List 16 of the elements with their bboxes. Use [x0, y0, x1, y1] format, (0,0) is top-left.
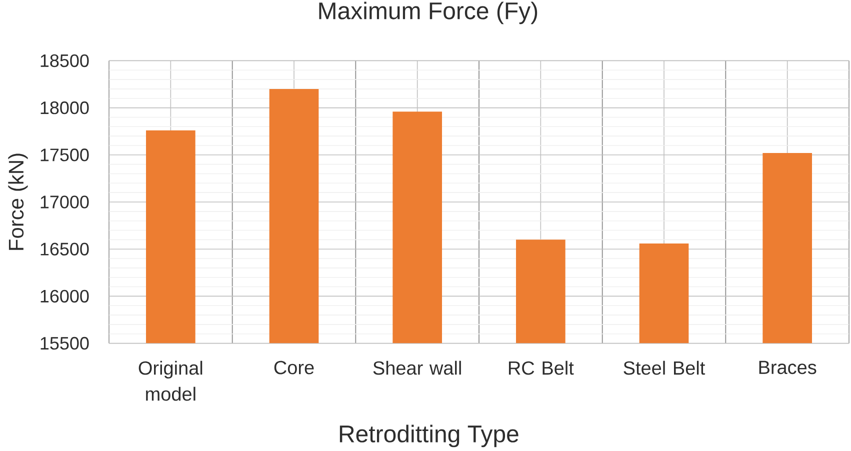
x-tick-label: RC Belt	[508, 360, 574, 375]
x-axis-title: Retroditting Type	[340, 424, 518, 448]
x-tick-label: Original model	[138, 360, 202, 401]
x-tick-label: Shear wall	[373, 360, 461, 375]
y-axis-title: Force (kN)	[8, 154, 28, 250]
y-tick-label: 15500	[40, 336, 89, 350]
y-tick-label: 17000	[40, 196, 89, 208]
y-tick-label: 17500	[40, 148, 89, 162]
y-tick-label: 16000	[40, 290, 89, 303]
x-tick-label: Steel Belt	[624, 360, 706, 375]
y-tick-label: 16500	[40, 242, 89, 256]
x-tick-label: Braces	[759, 360, 816, 374]
y-tick-label: 18500	[40, 54, 89, 68]
x-tick-label: Core	[274, 360, 314, 374]
chart-title: Maximum Force (Fy)	[319, 2, 538, 24]
y-tick-label: 18000	[40, 101, 89, 114]
